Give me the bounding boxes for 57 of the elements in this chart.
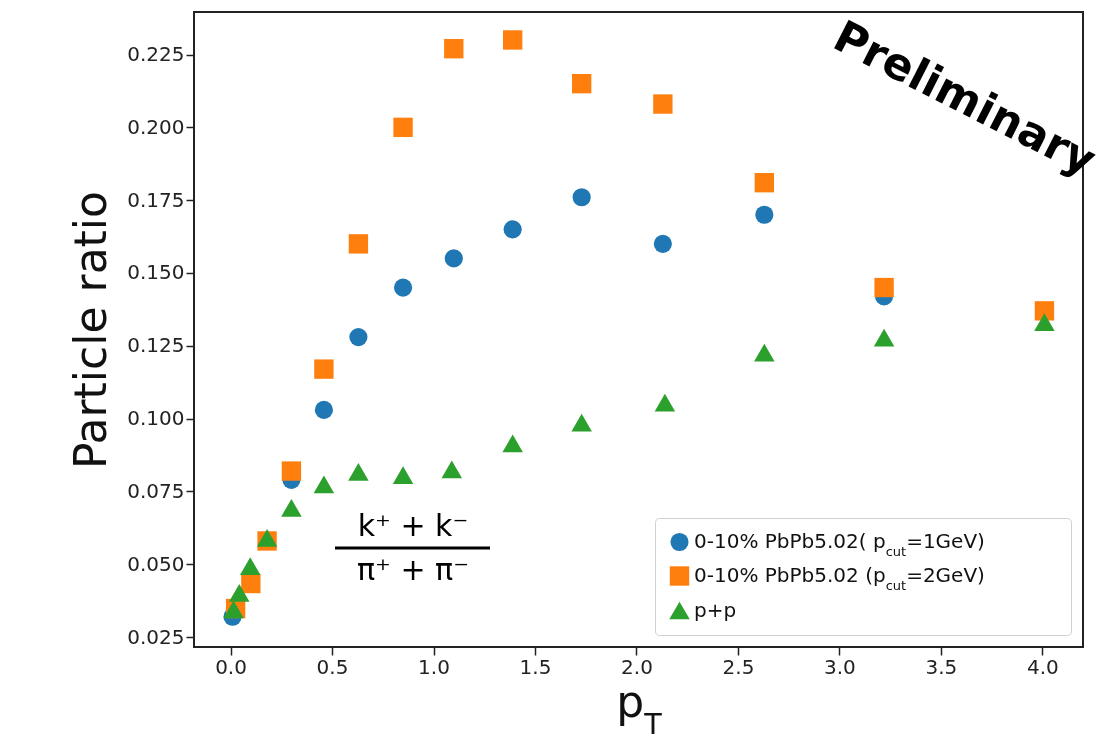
point [572,188,591,207]
point [502,30,523,50]
point [653,234,672,253]
legend-label: 0-10% PbPb5.02( p$_{cut}$=1GeV) [694,529,985,559]
point [444,39,464,59]
point [313,475,335,494]
point [444,249,463,268]
point [571,413,592,432]
point [755,205,774,224]
y-tick-label: 0.100 [127,406,185,431]
point [229,583,250,602]
y-tick-label: 0.150 [127,260,185,285]
point [874,277,894,298]
point [314,400,333,419]
y-tick-label: 0.025 [127,624,185,649]
x-tick-label: 1.5 [519,654,552,679]
y-tick-label: 0.050 [127,551,185,576]
point [654,393,676,412]
annotation: k⁺ + k⁻ [357,508,469,543]
point [241,573,261,594]
point [754,343,775,362]
y-tick-label: 0.175 [127,187,185,212]
point [503,220,522,239]
point [256,528,278,547]
point [349,328,368,347]
x-tick-label: 0.0 [215,654,247,679]
legend-label: 0-10% PbPb5.02 (p$_{cut}$=2GeV) [694,563,985,593]
annotation: π⁺ + π⁻ [356,552,470,587]
point [1034,301,1055,321]
point [348,234,369,254]
point [873,328,895,347]
point [392,466,414,485]
point [393,278,413,297]
y-tick-label: 0.125 [127,333,185,358]
point [571,73,592,94]
x-tick-label: 0.5 [316,654,349,679]
point [281,461,302,481]
y-tick-label: 0.200 [127,114,185,139]
x-tick-label: 1.0 [418,654,450,679]
x-tick-label: 4.0 [1027,654,1059,679]
point [653,94,673,114]
point [314,359,334,379]
y-tick-label: 0.075 [127,478,185,503]
point [502,434,523,453]
point [281,498,302,517]
point [754,173,775,193]
point [393,117,413,138]
x-tick-label: 2.5 [722,654,755,679]
point [239,557,261,575]
x-tick-label: 3.0 [824,654,856,679]
legend-label: p+p [694,597,737,622]
x-tick-label: 3.5 [925,654,958,679]
point [441,460,463,479]
point [1034,313,1055,332]
y-tick-label: 0.225 [127,42,185,67]
y-axis-title: Particle ratio [65,190,117,470]
point [348,463,369,481]
